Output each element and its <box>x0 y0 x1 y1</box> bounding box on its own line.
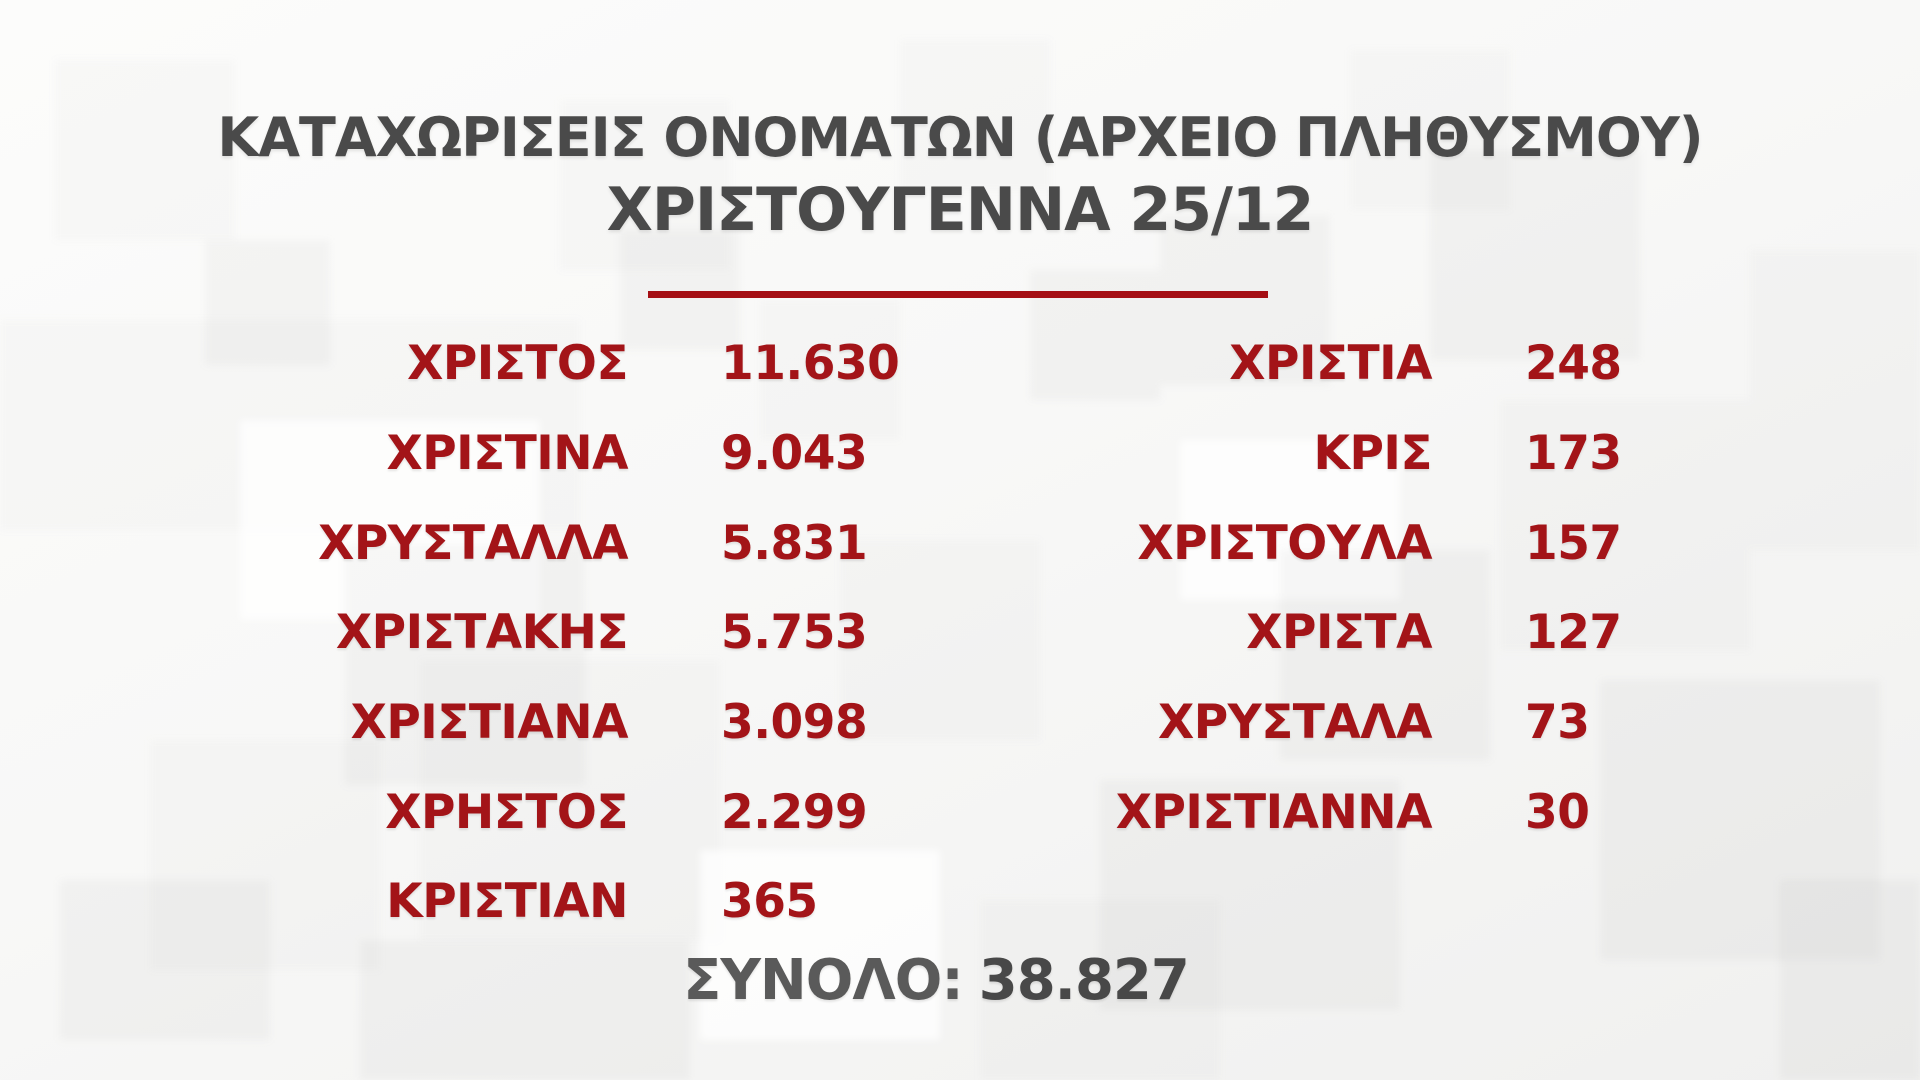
count-cell: 30 <box>1525 784 1590 840</box>
page-subtitle: ΧΡΙΣΤΟΥΓΕΝΝΑ 25/12 <box>606 175 1315 245</box>
total-label: ΣΥΝΟΛΟ: <box>683 948 964 1013</box>
title-divider <box>648 291 1268 298</box>
names-table-left: ΧΡΙΣΤΟΣ 11.630 ΧΡΙΣΤΙΝΑ 9.043 ΧΡΥΣΤΑΛΛΑ 5.831… <box>240 319 1001 947</box>
count-cell: 5.831 <box>721 515 868 571</box>
name-cell: ΧΡΙΣΤΙΑ <box>1229 336 1432 392</box>
names-table-right: ΧΡΙΣΤΙΑ 248 ΚΡΙΣ 173 ΧΡΙΣΤΟΥΛΑ 157 ΧΡΙΣΤΑ 127 ΧΡ… <box>1000 319 1745 857</box>
name-cell: ΚΡΙΣΤΙΑΝ <box>386 874 628 930</box>
total-value: 38.827 <box>978 948 1190 1013</box>
name-cell: ΧΡΗΣΤΟΣ <box>385 784 628 840</box>
count-cell: 248 <box>1525 336 1622 392</box>
count-cell: 5.753 <box>721 605 868 661</box>
name-cell: ΧΡΙΣΤΙΑΝΑ <box>350 695 629 751</box>
total-line: ΣΥΝΟΛΟ: 38.827 <box>0 950 1872 1012</box>
count-cell: 11.630 <box>721 336 900 392</box>
name-cell: ΧΡΙΣΤΑΚΗΣ <box>335 605 629 661</box>
name-cell: ΧΡΥΣΤΑΛΛΑ <box>318 515 628 571</box>
name-cell: ΧΡΙΣΤΙΑΝΝΑ <box>1115 784 1433 840</box>
count-cell: 73 <box>1525 695 1590 751</box>
count-cell: 365 <box>721 874 818 930</box>
name-cell: ΧΡΙΣΤΑ <box>1246 605 1432 661</box>
count-cell: 127 <box>1525 605 1622 661</box>
name-cell: ΧΡΙΣΤΙΝΑ <box>386 426 628 482</box>
name-cell: ΧΡΙΣΤΟΣ <box>407 336 628 392</box>
count-cell: 2.299 <box>721 784 868 840</box>
name-cell: ΚΡΙΣ <box>1313 426 1433 482</box>
name-cell: ΧΡΙΣΤΟΥΛΑ <box>1137 515 1432 571</box>
count-cell: 3.098 <box>721 695 868 751</box>
count-cell: 173 <box>1525 426 1622 482</box>
count-cell: 157 <box>1525 515 1622 571</box>
count-cell: 9.043 <box>721 426 868 482</box>
page-title: ΚΑΤΑΧΩΡΙΣΕΙΣ ΟΝΟΜΑΤΩΝ (ΑΡΧΕΙΟ ΠΛΗΘΥΣΜΟΥ) <box>217 106 1703 169</box>
name-cell: ΧΡΥΣΤΑΛΑ <box>1157 695 1433 751</box>
mosaic-square <box>1750 250 1920 550</box>
